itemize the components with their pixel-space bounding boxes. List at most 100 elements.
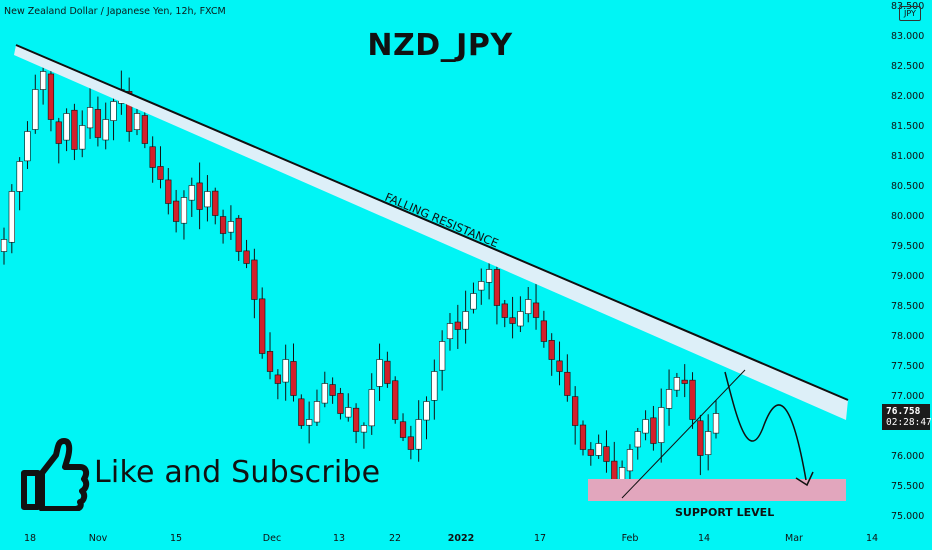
thumbs-up-icon [21,438,90,511]
y-tick-label: 78.000 [891,331,924,342]
candle-body [493,269,501,306]
y-tick-label: 81.000 [891,151,924,162]
candle-body [532,302,540,318]
candle-body [415,419,422,450]
candle-body [681,379,688,384]
candle-body [0,239,8,252]
candle-body [642,419,649,434]
support-label: SUPPORT LEVEL [675,506,774,519]
candle-body [595,443,602,456]
bar-countdown: 02:28:47 [886,417,932,428]
candle-body [94,109,102,138]
page-title: NZD_JPY [367,28,513,63]
candle-body [63,113,70,141]
x-tick-label: 2022 [448,533,474,544]
y-tick-label: 79.000 [891,271,924,282]
candle-body [548,340,555,360]
candle-body [376,359,383,387]
candle-body [352,407,360,432]
candle-body [212,190,219,216]
candle-body [360,425,368,433]
candle-body [102,119,109,141]
x-tick-label: 14 [866,533,878,544]
candle-body [485,269,493,283]
candle-body [501,303,508,318]
x-tick-label: Mar [785,533,803,544]
y-tick-label: 77.000 [891,391,924,402]
candles-layer [0,60,720,497]
y-tick-label: 75.000 [891,511,924,522]
candle-body [306,419,313,426]
y-tick-label: 81.500 [891,121,924,132]
candle-body [431,371,438,401]
x-tick-label: Nov [89,533,108,544]
price-axis[interactable]: 75.00075.50076.00076.50077.00077.50078.0… [891,1,924,522]
candle-body [368,389,375,427]
y-tick-label: 75.500 [891,481,924,492]
candle-body [572,396,579,426]
candle-body [204,191,211,208]
x-tick-label: Dec [263,533,281,544]
y-tick-label: 78.500 [891,301,924,312]
candle-body [454,321,461,330]
candle-body [634,431,641,448]
candle-body [392,380,399,420]
candle-body [626,449,634,472]
candle-body [329,384,336,396]
projection-path [724,371,807,481]
candle-body [290,361,297,396]
candle-body [86,107,94,129]
candle-body [423,401,430,421]
candle-body [587,449,594,456]
x-tick-label: 14 [698,533,710,544]
candle-body [71,109,78,150]
candle-body [266,351,274,372]
candle-body [384,360,391,384]
symbol-title: New Zealand Dollar / Japanese Yen, 12h, … [4,6,226,17]
candle-body [478,281,485,291]
uptrend-line [621,369,746,499]
candle-body [8,191,15,243]
candle-body [446,323,454,340]
time-axis[interactable]: 18 Nov 15 Dec 13 22 2022 17 Feb 14 Mar 14 [24,533,878,544]
candle-body [32,89,39,130]
candle-body [313,401,321,423]
currency-badge[interactable]: JPY [899,6,921,21]
candle-body [712,413,720,434]
candle-body [517,311,524,327]
candle-body [462,311,469,330]
y-tick-label: 80.000 [891,211,924,222]
candle-body [165,179,172,204]
candle-body [149,146,156,168]
y-tick-label: 80.500 [891,181,924,192]
candle-body [298,398,305,426]
y-tick-label: 76.000 [891,451,924,462]
x-tick-label: Feb [622,533,639,544]
candle-body [251,259,258,300]
candle-body [439,341,446,371]
candle-body [274,374,281,384]
x-tick-label: 22 [389,533,401,544]
last-price: 76.758 [886,406,921,417]
candle-body [321,383,328,404]
candle-body [525,299,532,314]
candle-body [55,121,62,144]
candle-body [509,317,516,324]
candle-body [227,221,235,233]
cta-like-subscribe: Like and Subscribe [18,432,380,512]
candle-body [564,371,571,396]
candle-body [665,389,673,409]
y-tick-label: 83.000 [891,31,924,42]
candle-body [126,91,133,132]
candle-body [110,101,117,121]
candle-body [16,161,23,192]
candle-body [133,113,141,130]
candle-body [470,293,477,310]
x-tick-label: 13 [333,533,345,544]
candle-body [188,185,195,201]
candle-body [40,71,47,90]
candle-body [345,407,352,418]
projection-arrowhead [795,471,814,487]
candle-body [219,216,227,234]
